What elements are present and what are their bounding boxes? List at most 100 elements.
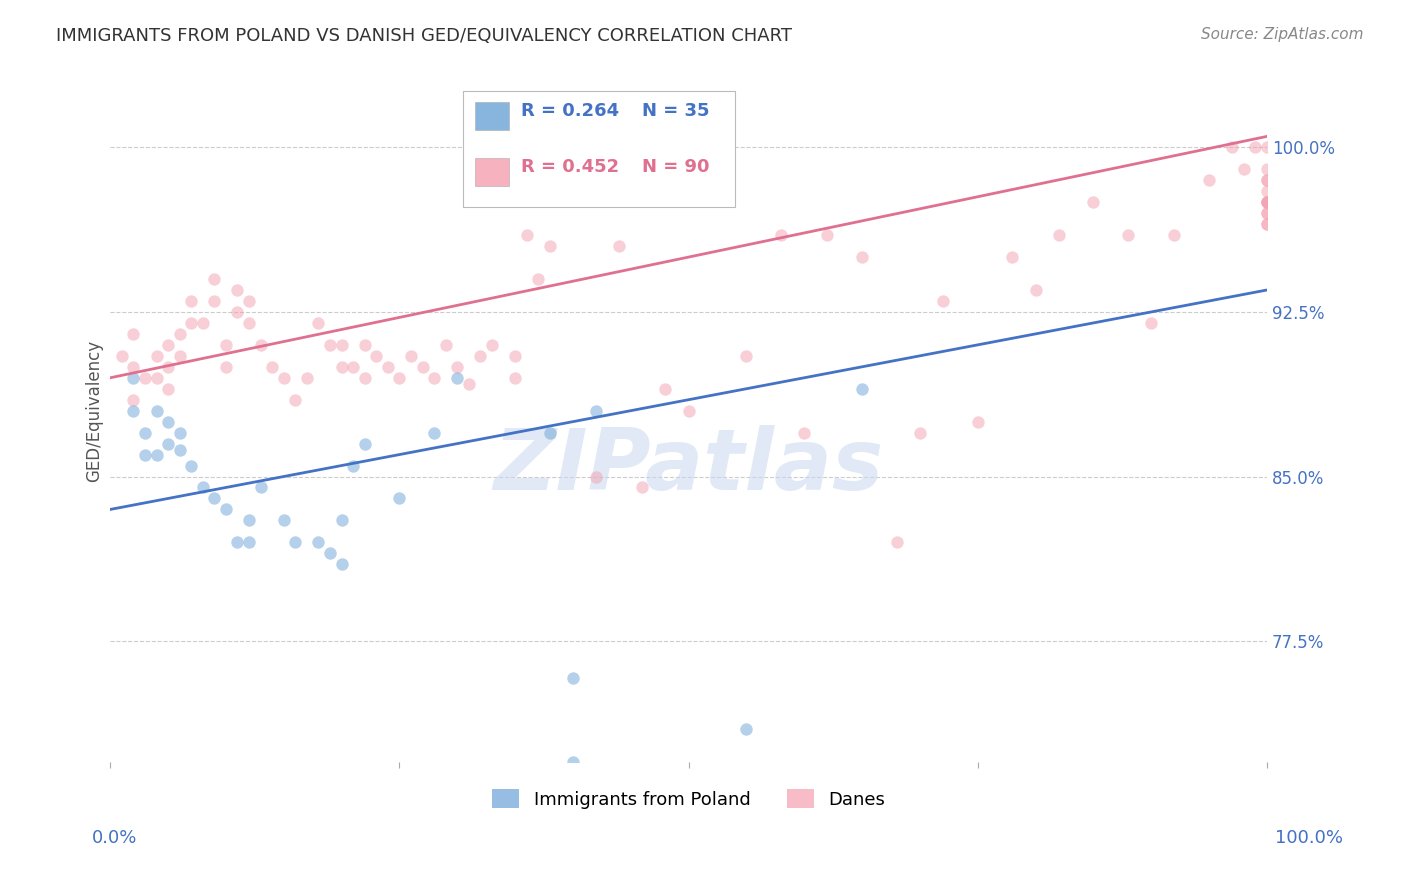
Point [226,283,249,297]
Point [412,359,434,374]
Point [1233,162,1256,177]
Point [388,491,411,506]
Point [1163,228,1185,243]
Point [319,546,342,560]
Point [735,349,758,363]
Point [561,184,583,198]
Point [145,403,167,417]
Point [169,425,191,440]
Point [249,481,271,495]
Point [527,272,550,286]
Point [330,558,353,572]
Point [434,338,457,352]
Point [330,359,353,374]
Point [122,371,145,385]
Point [238,316,260,330]
Text: ZIPatlas: ZIPatlas [494,425,884,508]
Point [1256,217,1278,231]
Point [1256,195,1278,210]
Point [157,382,180,396]
Point [353,371,375,385]
Point [815,228,838,243]
Point [307,535,329,549]
Point [180,293,202,308]
Text: R = 0.264: R = 0.264 [520,102,619,120]
Point [388,371,411,385]
Point [1256,173,1278,187]
Point [1256,140,1278,154]
Point [157,415,180,429]
Point [538,239,561,253]
Point [585,403,607,417]
Point [191,316,214,330]
Point [735,722,758,736]
Point [202,491,225,506]
Point [851,250,873,264]
Point [342,458,364,473]
Point [1256,206,1278,220]
Point [215,338,238,352]
Point [307,316,329,330]
Point [457,377,479,392]
Point [851,382,873,396]
Point [1256,195,1278,210]
Point [122,403,145,417]
Point [1256,206,1278,220]
Point [319,338,342,352]
Point [1244,140,1267,154]
Point [273,371,295,385]
Point [423,425,446,440]
Point [330,338,353,352]
Point [226,535,249,549]
Point [1256,184,1278,198]
Text: 100.0%: 100.0% [1275,829,1343,847]
Point [585,469,607,483]
Y-axis label: GED/Equivalency: GED/Equivalency [86,340,103,482]
Point [111,349,134,363]
Point [284,535,307,549]
Point [561,672,583,686]
Point [295,371,318,385]
Point [503,371,526,385]
Point [238,513,260,527]
Point [1256,162,1278,177]
Point [1140,316,1163,330]
Point [134,448,156,462]
Point [377,359,399,374]
Point [169,349,191,363]
Point [366,349,388,363]
Point [134,371,156,385]
Point [423,371,446,385]
Point [1198,173,1220,187]
Point [145,448,167,462]
Point [342,359,364,374]
Point [886,535,908,549]
Point [654,382,676,396]
Point [446,359,468,374]
Text: 0.0%: 0.0% [91,829,136,847]
Point [631,481,654,495]
Point [157,436,180,450]
Point [1001,250,1024,264]
Legend: Immigrants from Poland, Danes: Immigrants from Poland, Danes [485,782,893,816]
Text: N = 35: N = 35 [643,102,710,120]
Point [770,228,793,243]
FancyBboxPatch shape [475,102,509,130]
Point [561,755,583,769]
Point [134,425,156,440]
Point [1256,195,1278,210]
Point [1116,228,1139,243]
Text: R = 0.452: R = 0.452 [520,158,619,176]
Point [122,359,145,374]
Point [180,316,202,330]
Point [1083,195,1105,210]
Point [516,228,538,243]
Point [191,481,214,495]
FancyBboxPatch shape [475,158,509,186]
Point [273,513,295,527]
Point [157,338,180,352]
Point [793,425,815,440]
Point [470,349,492,363]
Point [678,403,700,417]
Point [169,443,191,458]
